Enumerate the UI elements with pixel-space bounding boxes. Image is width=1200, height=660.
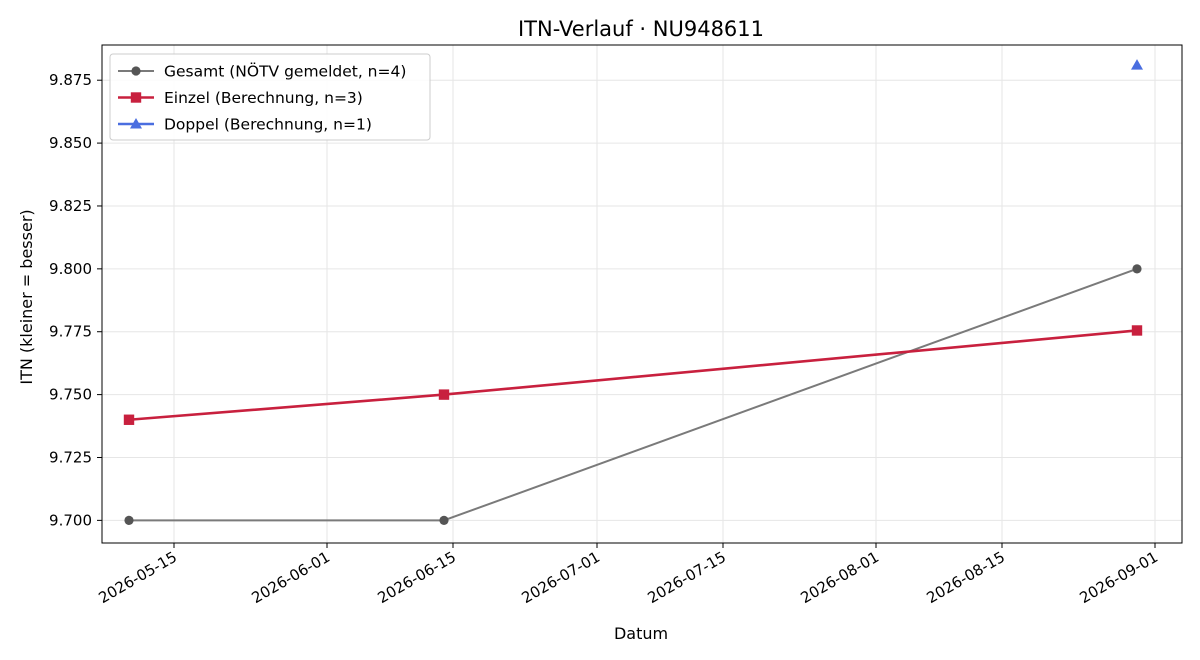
data-point <box>124 515 134 525</box>
series-1 <box>123 325 1143 425</box>
data-point <box>1131 325 1143 336</box>
x-tick-label: 2026-08-15 <box>923 548 1008 607</box>
y-tick-label: 9.850 <box>49 134 92 152</box>
x-tick-label: 2026-06-15 <box>374 548 459 607</box>
data-point <box>123 414 135 425</box>
series-line <box>128 329 1138 422</box>
x-tick-label: 2026-05-15 <box>95 548 180 607</box>
plot-frame <box>101 44 1183 544</box>
x-axis: 2026-05-15 2026-06-01 2026-06-15 2026-07-01… <box>95 543 1161 607</box>
y-tick-label: 9.775 <box>49 323 92 341</box>
series-2 <box>1131 59 1143 70</box>
legend-item-1: Einzel (Berechnung, n=3) <box>118 89 363 107</box>
y-tick-label: 9.825 <box>49 197 92 215</box>
y-tick-label: 9.700 <box>49 511 92 529</box>
legend: Gesamt (NÖTV gemeldet, n=4) Einzel (Berec… <box>109 53 431 141</box>
x-tick-label: 2026-09-01 <box>1076 548 1161 607</box>
legend-marker <box>130 92 142 103</box>
x-tick-label: 2026-07-15 <box>644 548 729 607</box>
legend-marker <box>131 66 141 76</box>
y-tick-label: 9.800 <box>49 260 92 278</box>
y-tick-label: 9.725 <box>49 448 92 466</box>
x-axis-label: Datum <box>614 624 668 643</box>
y-axis: 9.700 9.725 9.750 9.775 9.800 9.825 9.850 9.875 <box>49 71 102 529</box>
x-tick-label: 2026-07-01 <box>518 548 603 607</box>
series-layer <box>123 59 1143 525</box>
legend-marker <box>130 118 142 129</box>
chart-title: ITN-Verlauf · NU948611 <box>518 17 764 41</box>
legend-box <box>109 53 431 141</box>
data-point <box>1131 59 1143 70</box>
x-tick-label: 2026-06-01 <box>248 548 333 607</box>
data-point <box>1132 264 1142 274</box>
y-tick-label: 9.875 <box>49 71 92 89</box>
y-axis-label: ITN (kleiner = besser) <box>17 209 36 384</box>
legend-label: Einzel (Berechnung, n=3) <box>164 89 363 107</box>
grid <box>102 45 1182 543</box>
data-point <box>439 515 449 525</box>
legend-label: Doppel (Berechnung, n=1) <box>164 116 372 134</box>
legend-label: Gesamt (NÖTV gemeldet, n=4) <box>164 62 406 81</box>
x-tick-label: 2026-08-01 <box>797 548 882 607</box>
legend-item-0: Gesamt (NÖTV gemeldet, n=4) <box>118 62 406 81</box>
y-tick-label: 9.750 <box>49 386 92 404</box>
data-point <box>438 389 450 400</box>
legend-item-2: Doppel (Berechnung, n=1) <box>118 116 372 134</box>
